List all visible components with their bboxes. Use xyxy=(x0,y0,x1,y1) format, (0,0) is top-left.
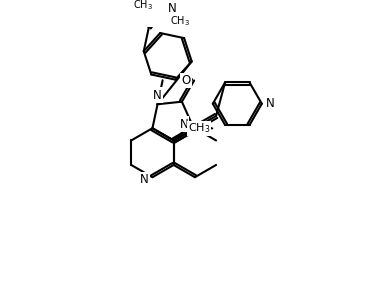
Text: N: N xyxy=(140,173,149,187)
Text: O: O xyxy=(181,74,191,87)
Text: CH$_3$: CH$_3$ xyxy=(171,14,191,28)
Text: N: N xyxy=(153,88,162,102)
Text: N: N xyxy=(180,118,188,131)
Text: N: N xyxy=(168,2,176,15)
Text: CH$_3$: CH$_3$ xyxy=(133,0,153,11)
Text: CH₃: CH₃ xyxy=(189,123,209,133)
Text: N: N xyxy=(265,97,274,110)
Text: CH$_3$: CH$_3$ xyxy=(188,121,211,135)
